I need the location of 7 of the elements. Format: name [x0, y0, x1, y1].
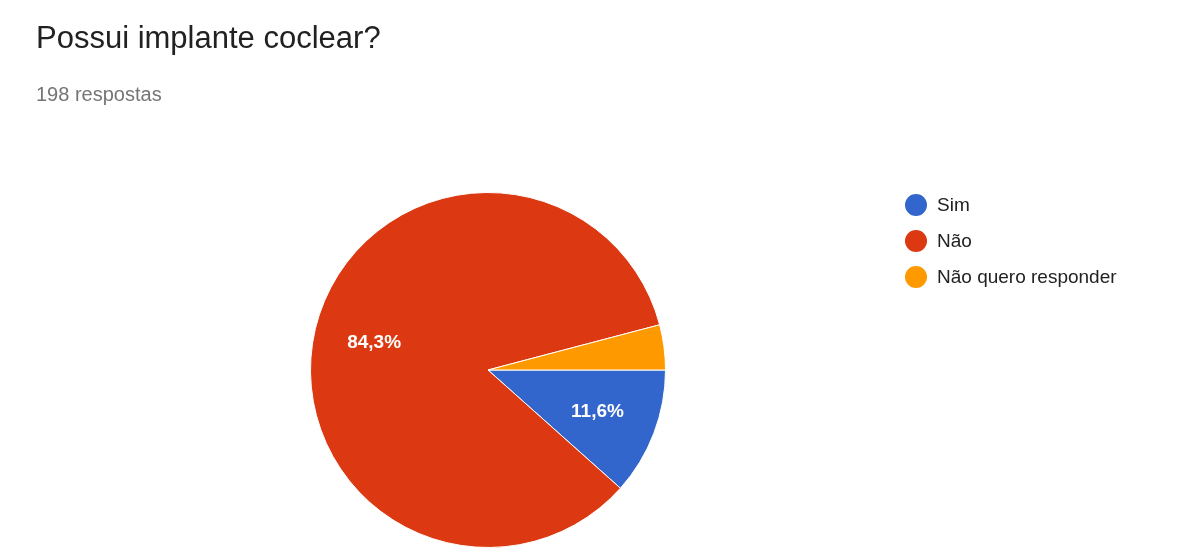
legend-label: Não [937, 230, 972, 252]
data-label: 84,3% [347, 330, 402, 352]
text: 198 respostas [36, 83, 162, 106]
data-label: 11,6% [571, 399, 624, 421]
chart-title: Possui implante coclear? [36, 20, 381, 56]
legend-label: Sim [937, 194, 970, 216]
legend-label: Não quero responder [937, 266, 1117, 288]
